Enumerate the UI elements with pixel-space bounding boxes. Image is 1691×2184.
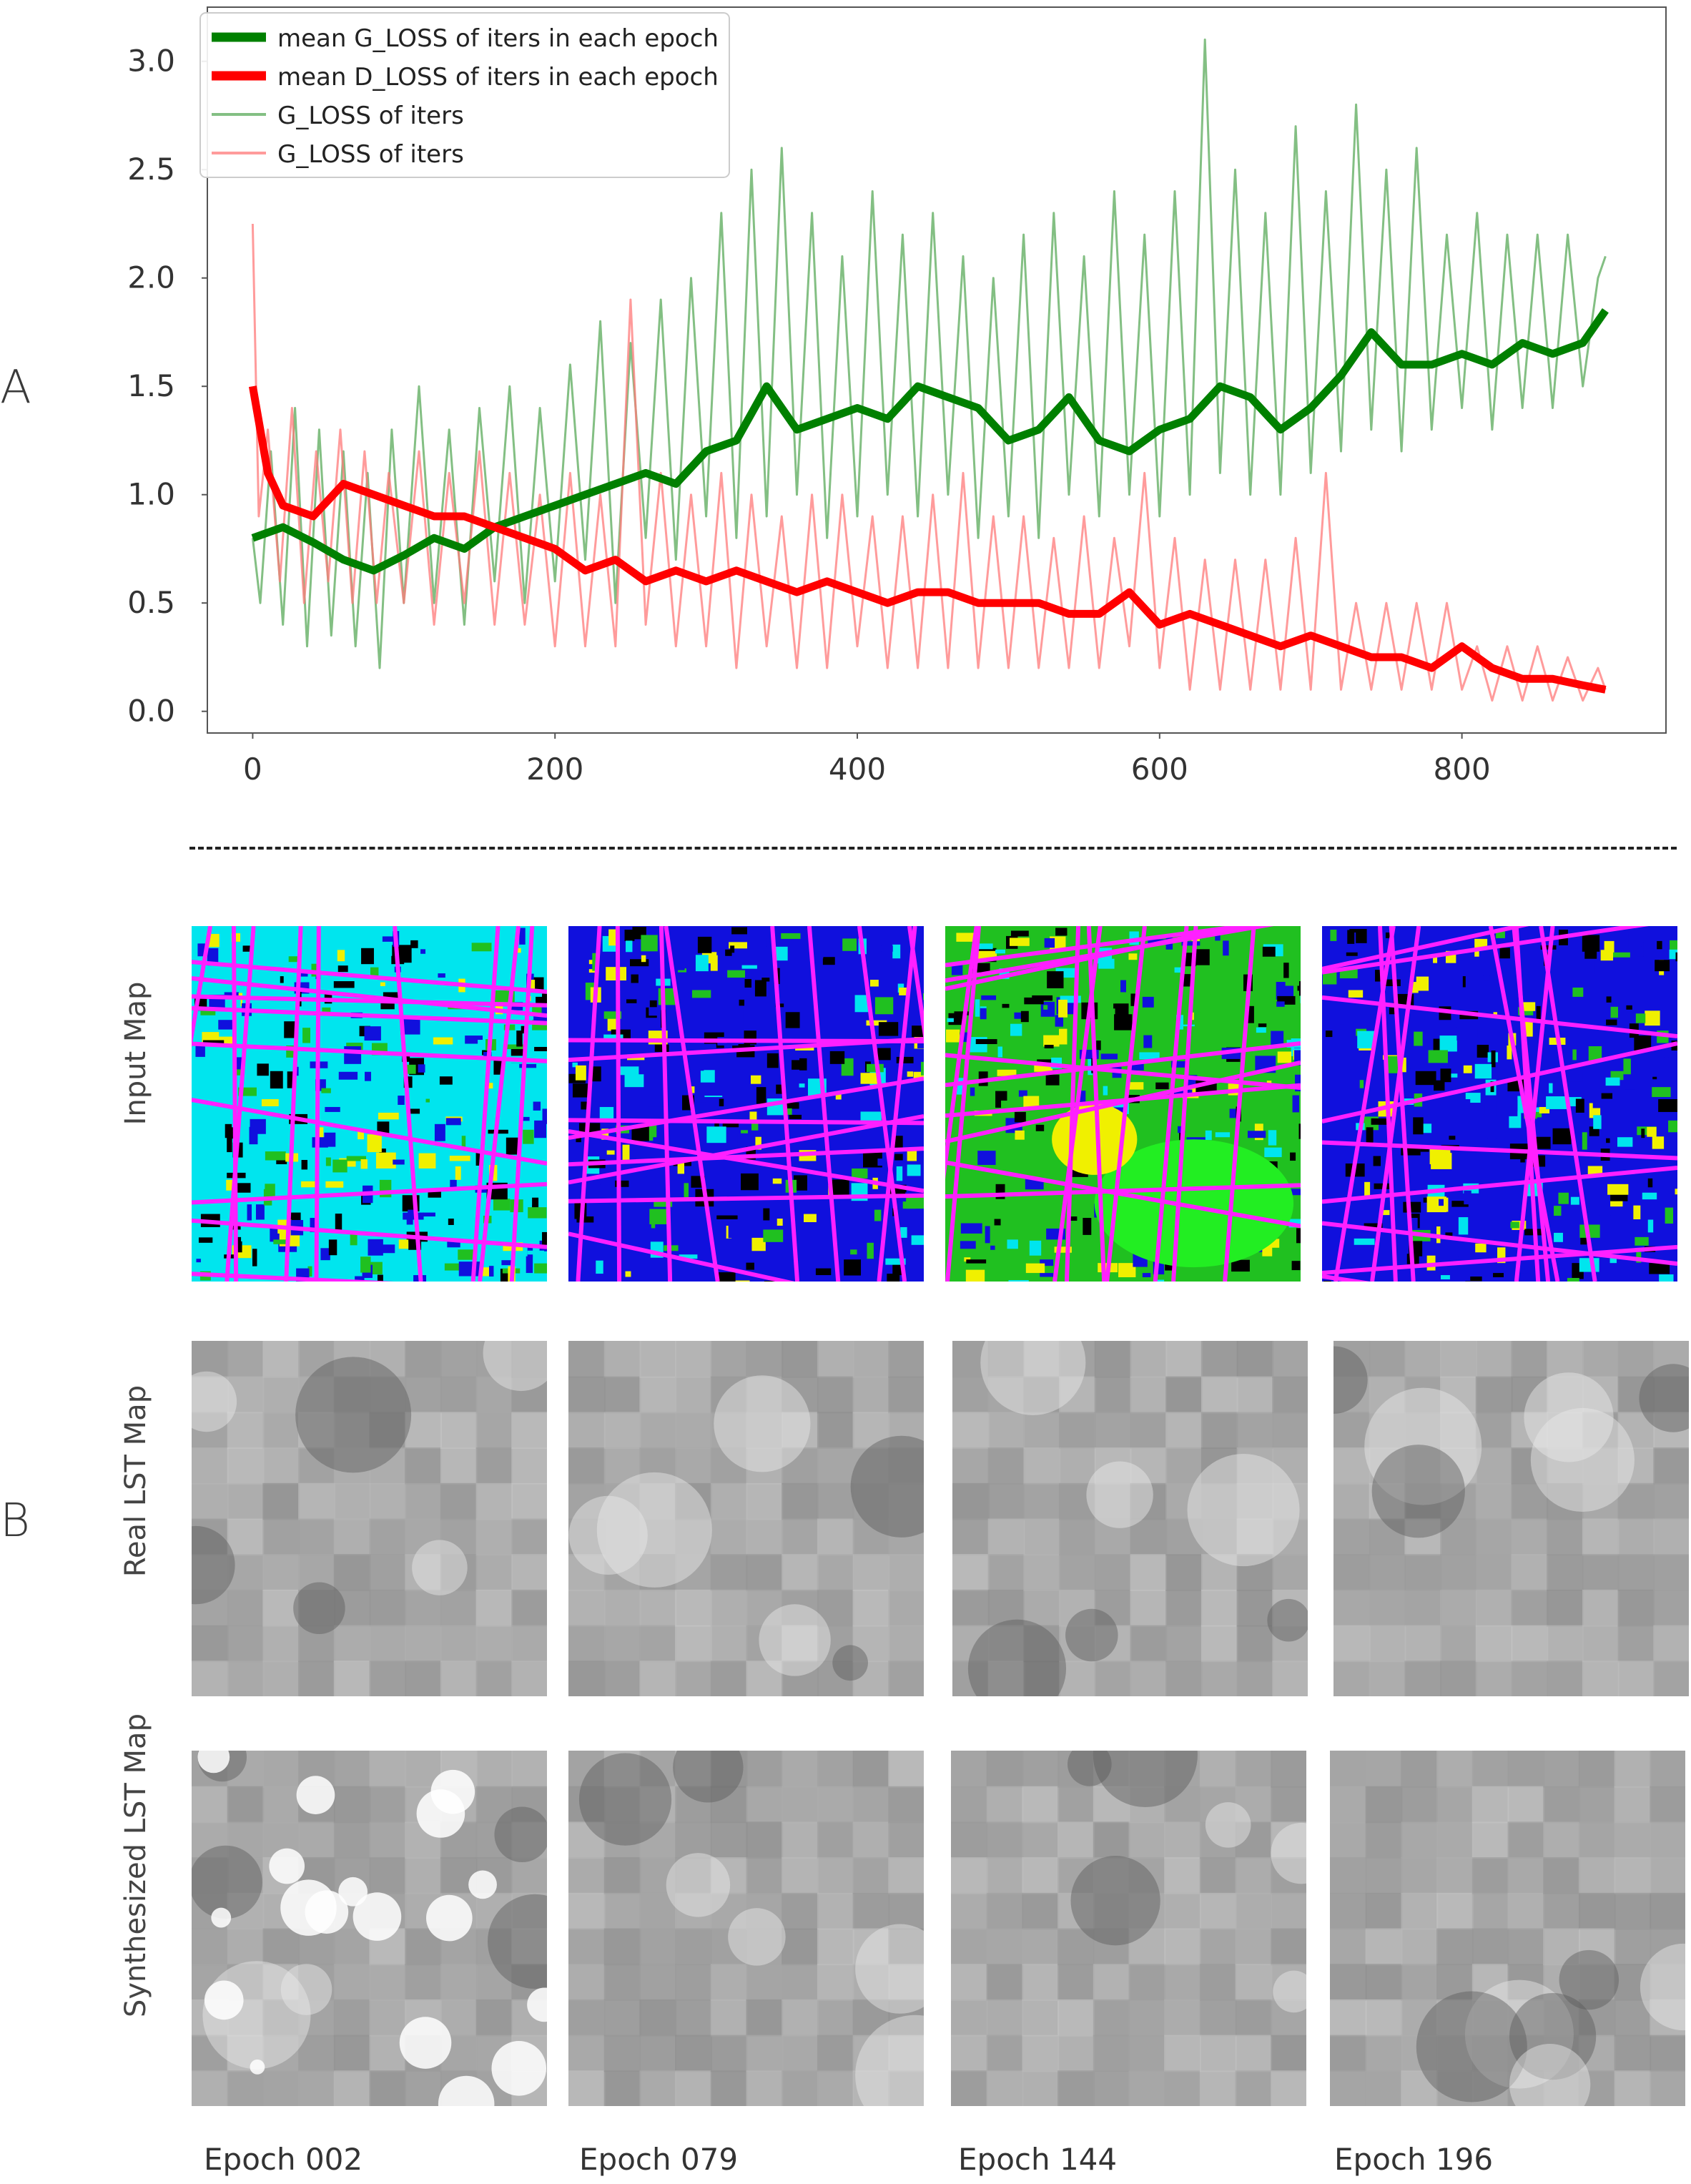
y-tick-label-2.0: 2.0 xyxy=(127,260,175,295)
input-map-epoch-002 xyxy=(192,926,547,1282)
series-line-2 xyxy=(248,385,1607,694)
row-label-input-map: Input Map xyxy=(119,981,152,1126)
real-lst-epoch-002 xyxy=(192,1341,547,1696)
x-tick-label-0: 0 xyxy=(243,752,262,787)
legend-label-4: G_LOSS of iters xyxy=(277,140,464,169)
panel-b-label: B xyxy=(0,1495,30,1548)
row-label-real-lst: Real LST Map xyxy=(119,1384,152,1578)
y-tick-label-1.0: 1.0 xyxy=(127,477,175,512)
y-tick-label-2.5: 2.5 xyxy=(127,152,175,187)
legend-label-3: G_LOSS of iters xyxy=(277,102,464,130)
epoch-label-4: Epoch 196 xyxy=(1334,2142,1494,2177)
legend: mean G_LOSS of iters in each epoch mean D… xyxy=(199,12,730,178)
input-map-epoch-079 xyxy=(568,926,924,1282)
legend-box xyxy=(199,12,730,178)
real-lst-epoch-079 xyxy=(568,1341,924,1696)
series-layer xyxy=(248,38,1609,702)
synth-lst-epoch-002 xyxy=(192,1751,547,2106)
loss-chart: 0 200 400 600 800 0.0 0.5 1.0 1.5 2.0 2.5 3.0 mean … xyxy=(127,6,1667,787)
legend-label-1: mean G_LOSS of iters in each epoch xyxy=(277,24,719,53)
x-tick-label-200: 200 xyxy=(526,752,583,787)
tick-layer: 0 200 400 600 800 0.0 0.5 1.0 1.5 2.0 2.5 3.0 xyxy=(127,44,1490,787)
series-line-1 xyxy=(251,308,1609,575)
real-lst-epoch-144 xyxy=(952,1341,1308,1696)
y-tick-label-3.0: 3.0 xyxy=(127,44,175,79)
epoch-label-3: Epoch 144 xyxy=(958,2142,1118,2177)
input-map-epoch-196 xyxy=(1322,926,1677,1282)
x-tick-label-800: 800 xyxy=(1434,752,1491,787)
row-label-synth-lst: Synthesized LST Map xyxy=(119,1713,152,2017)
synth-lst-epoch-144 xyxy=(951,1751,1306,2106)
panel-a-label: A xyxy=(0,361,31,414)
epoch-label-1: Epoch 002 xyxy=(204,2142,363,2177)
y-tick-label-0.0: 0.0 xyxy=(127,694,175,729)
synth-lst-epoch-196 xyxy=(1330,1751,1685,2106)
input-map-epoch-144 xyxy=(945,926,1301,1282)
y-tick-label-1.5: 1.5 xyxy=(127,368,175,403)
synth-lst-epoch-079 xyxy=(568,1751,924,2106)
x-tick-label-400: 400 xyxy=(829,752,886,787)
legend-label-2: mean D_LOSS of iters in each epoch xyxy=(277,63,719,92)
epoch-label-2: Epoch 079 xyxy=(579,2142,739,2177)
y-tick-label-0.5: 0.5 xyxy=(127,585,175,620)
section-divider xyxy=(189,847,1677,850)
real-lst-epoch-196 xyxy=(1333,1341,1689,1696)
x-tick-label-600: 600 xyxy=(1131,752,1188,787)
